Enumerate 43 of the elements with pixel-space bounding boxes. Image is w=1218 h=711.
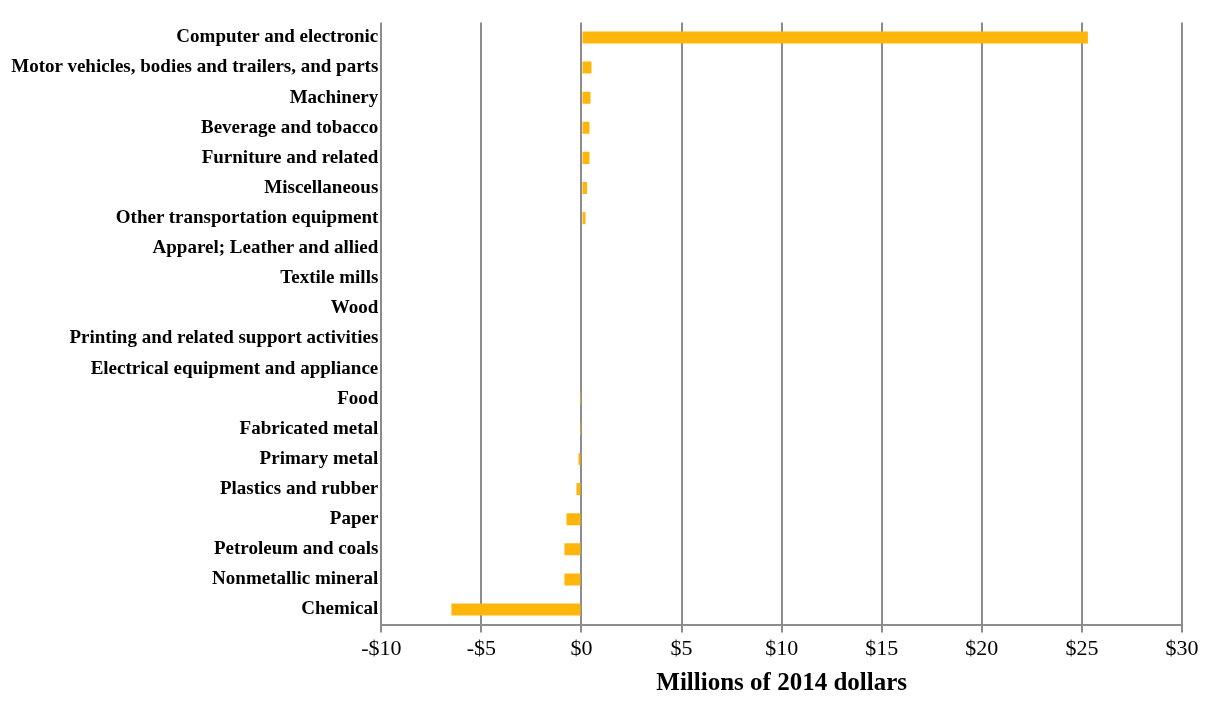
- bar: [582, 121, 590, 134]
- x-tick-label: $0: [570, 634, 593, 660]
- x-axis-title: Millions of 2014 dollars: [656, 668, 908, 696]
- bar: [582, 61, 592, 74]
- y-tick-label: Beverage and tobacco: [201, 115, 379, 137]
- y-tick-label: Motor vehicles, bodies and trailers, and parts: [11, 55, 379, 77]
- bar: [576, 483, 581, 496]
- y-tick-label: Apparel; Leather and allied: [152, 236, 379, 258]
- bar: [582, 212, 586, 225]
- x-tick-label: -$5: [466, 634, 497, 660]
- x-tick-label: $20: [965, 634, 999, 660]
- bar: [566, 513, 581, 526]
- y-tick-label: Paper: [329, 507, 379, 529]
- y-tick-label: Computer and electronic: [176, 25, 379, 47]
- y-tick-label: Printing and related support activities: [69, 326, 379, 348]
- bar: [582, 151, 590, 164]
- x-tick-label: $15: [865, 634, 899, 660]
- x-tick-label: $5: [670, 634, 693, 660]
- x-tick-label: -$10: [361, 634, 402, 660]
- y-tick-label: Food: [337, 386, 379, 408]
- x-tick-label: $10: [765, 634, 799, 660]
- y-tick-label: Textile mills: [280, 266, 379, 288]
- y-tick-label: Furniture and related: [201, 145, 379, 167]
- y-tick-label: Miscellaneous: [264, 175, 379, 197]
- y-tick-label: Machinery: [289, 85, 379, 107]
- bar: [564, 573, 581, 586]
- x-tick-label: $30: [1165, 634, 1199, 660]
- bar: [451, 603, 581, 616]
- y-tick-label: Petroleum and coals: [214, 537, 379, 559]
- x-tick-label: $25: [1065, 634, 1099, 660]
- bar: [582, 91, 591, 104]
- y-tick-label: Nonmetallic mineral: [212, 567, 379, 589]
- y-tick-label: Other transportation equipment: [115, 206, 379, 228]
- y-tick-label: Chemical: [301, 597, 379, 619]
- bar: [582, 181, 588, 195]
- y-tick-label: Fabricated metal: [239, 416, 379, 438]
- bar: [582, 31, 1088, 44]
- bar: [578, 452, 581, 466]
- y-tick-label: Primary metal: [259, 446, 379, 468]
- y-tick-label: Electrical equipment and appliance: [90, 356, 379, 378]
- y-tick-label: Plastics and rubber: [219, 477, 379, 499]
- y-tick-label: Wood: [330, 296, 379, 318]
- bar: [564, 543, 581, 556]
